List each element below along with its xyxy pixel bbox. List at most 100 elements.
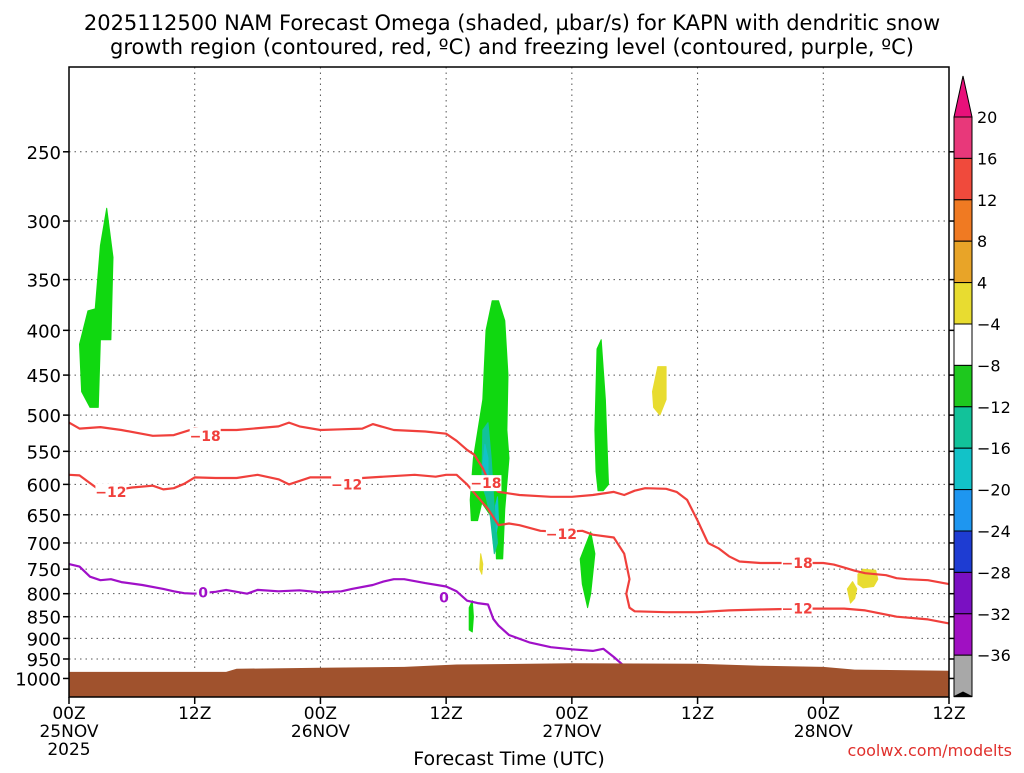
contour-label-bg [781, 555, 813, 572]
colorbar-band [953, 364, 973, 408]
plot-frame [68, 66, 950, 698]
colorbar: 20 16 12 8 4 −4 −8 −12 −16 −20 −24 −28 −32 −36 [953, 75, 1011, 698]
colorbar-band [953, 157, 973, 201]
colorbar-level-label: −16 [977, 439, 1011, 458]
y-tick-label: 900 [27, 629, 61, 650]
colorbar-level-label: −12 [977, 398, 1011, 417]
colorbar-level-label: −32 [977, 605, 1011, 624]
colorbar-level-label: −28 [977, 563, 1011, 582]
contour-label: −12 [331, 477, 362, 493]
colorbar-band [953, 530, 973, 573]
x-tick-year-label: 2025 [47, 740, 90, 760]
x-tick-date-label: 26NOV [291, 722, 350, 742]
plot-background [69, 67, 949, 697]
x-tick-label: 00Z [304, 704, 337, 724]
contour-label: −18 [190, 429, 221, 445]
y-tick-label: 500 [27, 406, 61, 427]
x-axis-label: Forecast Time (UTC) [413, 748, 604, 768]
y-tick-label: 950 [27, 650, 61, 671]
colorbar-bottom-arrow [953, 691, 973, 698]
x-tick-label: 12Z [178, 704, 211, 724]
colorbar-level-label: −4 [977, 315, 1001, 334]
colorbar-top-arrow [953, 75, 973, 118]
contour-label: −18 [470, 476, 501, 492]
colorbar-level-label: −24 [977, 522, 1011, 541]
x-tick-date-label: 27NOV [542, 722, 601, 742]
colorbar-band [953, 613, 973, 656]
contour-line [68, 473, 950, 625]
colorbar-band [953, 199, 973, 242]
credit-text: coolwx.com/modelts [848, 741, 1012, 760]
colorbar-level-label: −20 [977, 481, 1011, 500]
colorbar-level-label: 4 [977, 274, 987, 293]
colorbar-level-label: 20 [977, 108, 997, 127]
contour-label-bg [331, 476, 363, 493]
contour-label-bg [545, 526, 577, 543]
y-tick-label: 750 [27, 560, 61, 581]
x-tick-label: 00Z [555, 704, 588, 724]
y-tick-label: 450 [27, 366, 61, 387]
x-tick-label: 00Z [807, 704, 840, 724]
omega-region [579, 531, 596, 609]
contour-label-bg [95, 483, 127, 500]
contour-label: −12 [781, 602, 812, 618]
colorbar-band [953, 654, 973, 698]
y-tick-label: 700 [27, 534, 61, 555]
contour-label: 0 [198, 586, 208, 602]
y-tick-label: 850 [27, 608, 61, 629]
colorbar-level-label: 8 [977, 232, 987, 251]
omega-region [79, 207, 114, 408]
colorbar-level-label: 12 [977, 191, 997, 210]
terrain-layer [69, 663, 949, 697]
contour-line [68, 421, 950, 586]
x-tick-label: 12Z [932, 704, 965, 724]
contour-label: −12 [546, 527, 577, 543]
contour-label-bg [470, 475, 502, 492]
x-tick-label: 12Z [681, 704, 714, 724]
y-tick-label: 800 [27, 585, 61, 606]
y-tick-label: 300 [27, 212, 61, 233]
colorbar-level-label: −36 [977, 646, 1011, 665]
axes-layer: 2503003504004505005506006507007508008509… [15, 66, 966, 760]
contour-label: 0 [439, 590, 449, 606]
colorbar-level-label: 16 [977, 149, 997, 168]
x-tick-label: 00Z [52, 704, 85, 724]
contour-layer: −18 −12 0 −18 −18 −12 −12 −12 0 [68, 421, 950, 667]
contour-label-bg [437, 589, 451, 606]
contour-label-bg [781, 600, 813, 617]
y-tick-label: 400 [27, 321, 61, 342]
omega-region [594, 339, 609, 492]
y-tick-label: 1000 [15, 669, 61, 690]
colorbar-band [953, 323, 973, 366]
omega-region [479, 553, 484, 575]
x-tick-date-label: 28NOV [794, 722, 853, 742]
chart-title-line-2: growth region (contoured, red, ºC) and f… [110, 35, 914, 59]
omega-region [846, 581, 858, 604]
x-tick-date-label: 25NOV [39, 722, 98, 742]
contour-label: −18 [781, 556, 812, 572]
colorbar-band [953, 571, 973, 615]
contour-label-bg [189, 427, 221, 444]
colorbar-band [953, 406, 973, 449]
omega-region [652, 366, 667, 416]
x-tick-label: 12Z [430, 704, 463, 724]
y-tick-label: 550 [27, 442, 61, 463]
plot-area [69, 67, 949, 697]
y-tick-label: 600 [27, 475, 61, 496]
colorbar-band [953, 240, 973, 284]
colorbar-band [953, 116, 973, 159]
y-tick-label: 350 [27, 271, 61, 292]
contour-label: −12 [95, 485, 126, 501]
colorbar-band [953, 282, 973, 325]
contour-label-bg [196, 584, 210, 601]
omega-region [468, 600, 474, 633]
contour-line [68, 563, 625, 667]
colorbar-band [953, 447, 973, 491]
chart-title-line-1: 2025112500 NAM Forecast Omega (shaded, µ… [84, 11, 940, 35]
colorbar-band [953, 489, 973, 532]
y-tick-label: 250 [27, 143, 61, 164]
colorbar-level-label: −8 [977, 356, 1001, 375]
terrain-fill [69, 663, 949, 697]
